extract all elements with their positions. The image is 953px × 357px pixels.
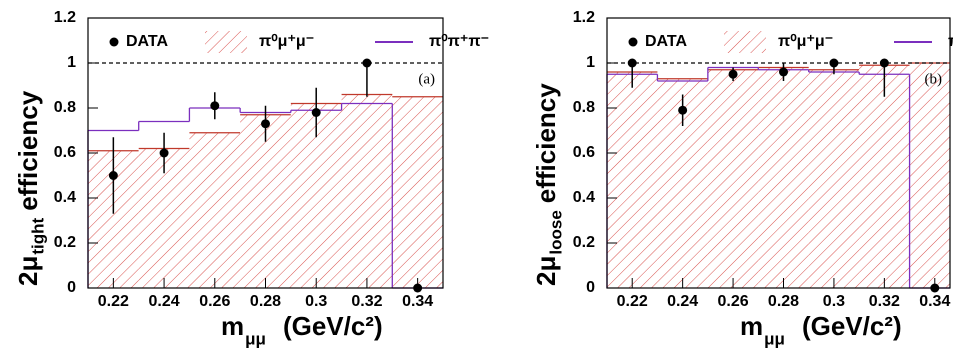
plot-area [606, 58, 950, 293]
hatched-bar [341, 94, 393, 288]
x-label-rest: (GeV/c²) [802, 311, 902, 341]
data-point [311, 108, 321, 117]
y-axis-label: 2μ tight efficiency [13, 90, 48, 286]
hatched-bar [240, 114, 291, 288]
plot-area [87, 58, 443, 293]
legend-label: π⁰π⁺π⁻ [948, 33, 953, 50]
y-label-main: 2μ [13, 256, 43, 286]
x-tick-label: 0.22 [98, 293, 129, 310]
legend-swatch [724, 31, 766, 53]
x-tick-label: 0.34 [919, 293, 950, 310]
hatched-bar [707, 69, 759, 288]
x-label-sub: μμ [764, 329, 785, 348]
y-tick-label: 1 [67, 54, 76, 71]
hatched-bar [607, 72, 658, 288]
y-tick-label: 0.8 [54, 99, 76, 116]
x-tick-label: 0.28 [768, 293, 799, 310]
x-tick-label: 0.24 [149, 293, 180, 310]
y-tick-label: 0.4 [54, 189, 76, 206]
y-tick-label: 1 [586, 54, 595, 71]
x-tick-label: 0.22 [617, 293, 648, 310]
x-tick-label: 0.3 [305, 293, 327, 310]
data-point [779, 67, 788, 77]
legend-label: π⁰μ⁺μ⁻ [778, 33, 833, 50]
x-label-main: m [740, 311, 763, 341]
data-point [108, 171, 118, 180]
x-tick-label: 0.28 [250, 293, 281, 310]
y-tick-label: 0.4 [573, 189, 595, 206]
y-tick-label: 0.2 [54, 234, 76, 251]
hatched-bar [909, 63, 950, 288]
x-tick-label: 0.34 [402, 293, 433, 310]
y-label-main: 2μ [531, 256, 561, 286]
legend-label: π⁰π⁺π⁻ [429, 33, 489, 50]
y-label-rest: efficiency [531, 83, 561, 203]
legend-marker [109, 37, 119, 47]
data-point [159, 148, 169, 158]
y-label-sub: tight [28, 217, 47, 254]
hatched-bar [859, 65, 910, 288]
legend-label: DATA [126, 33, 169, 50]
panel: 0 0.2 0.4 0.6 0.8 1 1.2 0.22 0.24 0.26 0.28 0.3 0.32… [13, 9, 489, 348]
annotation: (b) [925, 71, 943, 87]
y-label-rest: efficiency [13, 90, 43, 210]
x-tick-label: 0.26 [718, 293, 749, 310]
hatched-bar [758, 67, 809, 288]
y-tick-label: 0.6 [573, 144, 595, 161]
legend-marker [628, 37, 638, 47]
x-tick-label: 0.26 [199, 293, 230, 310]
hatched-bar [808, 69, 860, 288]
annotation: (a) [418, 71, 435, 87]
y-tick-label: 1.2 [573, 9, 595, 26]
hatched-bar [392, 96, 443, 288]
hatched-bar [189, 132, 241, 288]
data-point [210, 101, 220, 111]
y-axis-label: 2μ loose efficiency [531, 83, 566, 286]
y-tick-label: 0 [586, 279, 595, 296]
data-point [879, 58, 889, 68]
panel: 0 0.2 0.4 0.6 0.8 1 1.2 0.22 0.24 0.26 0.28 0.3 0.32… [531, 9, 953, 348]
y-tick-label: 0.2 [573, 234, 595, 251]
x-label-main: m [221, 311, 244, 341]
y-tick-label: 0.6 [54, 144, 76, 161]
x-label-sub: μμ [245, 329, 266, 348]
x-label-rest: (GeV/c²) [283, 311, 383, 341]
data-point [728, 69, 738, 79]
legend-label: DATA [645, 33, 688, 50]
data-point [678, 105, 688, 115]
data-point [362, 58, 372, 68]
y-tick-label: 0.8 [573, 99, 595, 116]
y-tick-label: 0 [67, 279, 76, 296]
x-tick-label: 0.3 [823, 293, 845, 310]
legend-swatch [205, 31, 247, 53]
y-tick-label: 1.2 [54, 9, 76, 26]
legend-label: π⁰μ⁺μ⁻ [259, 33, 314, 50]
y-label-sub: loose [546, 210, 565, 254]
data-point [627, 58, 637, 68]
data-point [261, 119, 270, 129]
x-tick-label: 0.32 [351, 293, 382, 310]
x-tick-label: 0.32 [869, 293, 900, 310]
x-tick-label: 0.24 [667, 293, 698, 310]
